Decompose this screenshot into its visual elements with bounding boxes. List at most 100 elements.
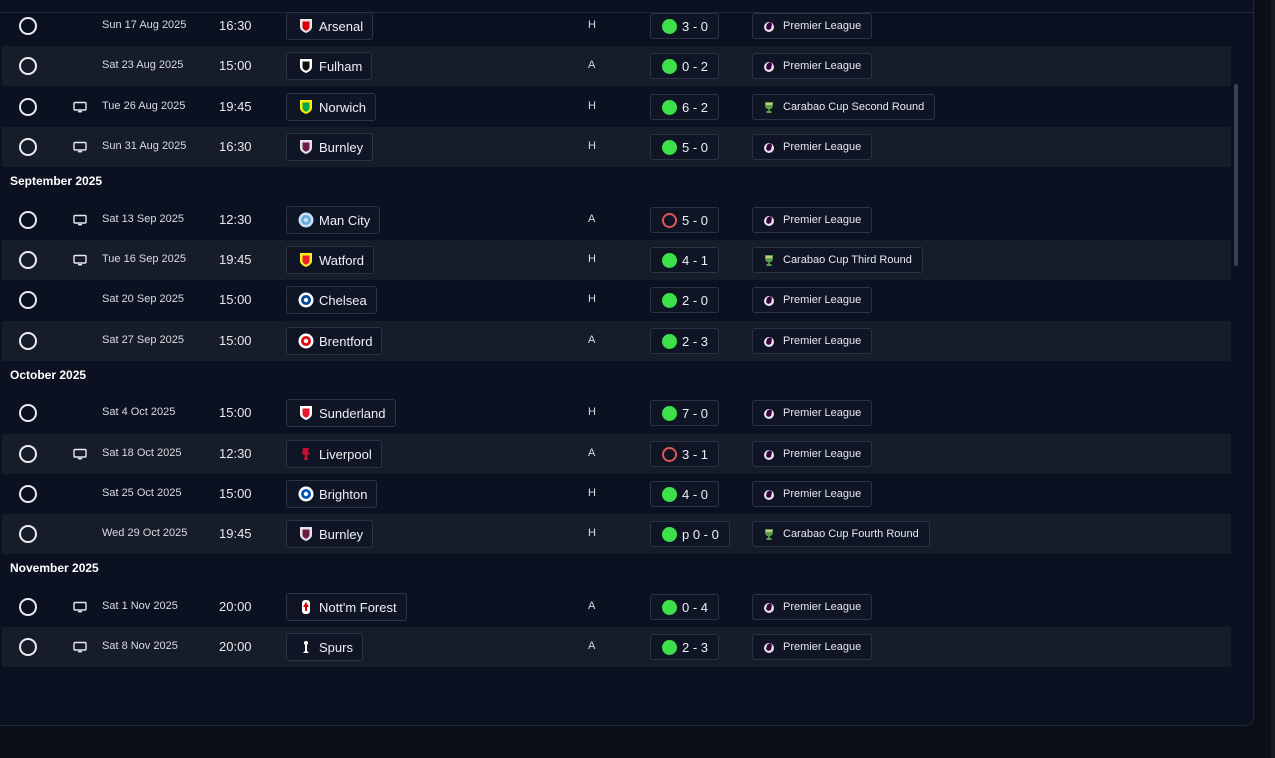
opponent-chip[interactable]: Spurs bbox=[286, 633, 363, 661]
venue-indicator: H bbox=[588, 487, 596, 499]
score-chip[interactable]: 4 - 0 bbox=[650, 481, 720, 507]
score-chip[interactable]: 5 - 0 bbox=[650, 134, 720, 160]
opponent-name: Liverpool bbox=[319, 446, 372, 462]
select-radio[interactable] bbox=[19, 485, 37, 503]
venue-indicator: A bbox=[588, 59, 596, 71]
kickoff-time: 15:00 bbox=[219, 333, 252, 348]
score-text: 3 - 0 bbox=[682, 18, 709, 34]
win-dot-icon bbox=[662, 526, 677, 542]
competition-chip[interactable]: Premier League bbox=[752, 441, 873, 467]
select-radio[interactable] bbox=[19, 98, 37, 116]
venue-indicator: H bbox=[588, 253, 596, 265]
fixture-row[interactable]: Sat 18 Oct 2025 12:30 Liverpool A 3 - 1 … bbox=[2, 434, 1231, 474]
score-chip[interactable]: 2 - 3 bbox=[650, 634, 720, 660]
score-chip[interactable]: 3 - 0 bbox=[650, 13, 720, 39]
fixture-row[interactable]: Sat 4 Oct 2025 15:00 Sunderland H 7 - 0 … bbox=[2, 393, 1231, 433]
fixture-row[interactable]: Sat 23 Aug 2025 15:00 Fulham A 0 - 2 Pre… bbox=[2, 46, 1231, 86]
select-radio[interactable] bbox=[19, 404, 37, 422]
competition-chip[interactable]: Premier League bbox=[752, 481, 873, 507]
competition-chip[interactable]: Premier League bbox=[752, 400, 873, 426]
competition-chip[interactable]: Premier League bbox=[752, 13, 873, 39]
fixture-row[interactable]: Sat 8 Nov 2025 20:00 Spurs A 2 - 3 Premi… bbox=[2, 627, 1231, 667]
select-radio[interactable] bbox=[19, 598, 37, 616]
fixture-row[interactable]: Tue 26 Aug 2025 19:45 Norwich H 6 - 2 Ca… bbox=[2, 87, 1231, 127]
competition-name: Premier League bbox=[783, 335, 862, 347]
venue-indicator: A bbox=[588, 334, 596, 346]
competition-chip[interactable]: Premier League bbox=[752, 207, 873, 233]
score-chip[interactable]: p 0 - 0 bbox=[650, 521, 730, 547]
competition-chip[interactable]: Premier League bbox=[752, 53, 873, 79]
fixture-row[interactable]: Sat 27 Sep 2025 15:00 Brentford A 2 - 3 … bbox=[2, 321, 1231, 361]
opponent-name: Man City bbox=[319, 212, 371, 228]
competition-chip[interactable]: Carabao Cup Second Round bbox=[752, 94, 936, 120]
venue-indicator: A bbox=[588, 600, 596, 612]
fixture-row[interactable]: Sun 31 Aug 2025 16:30 Burnley H 5 - 0 Pr… bbox=[2, 127, 1231, 167]
score-chip[interactable]: 7 - 0 bbox=[650, 400, 720, 426]
match-date: Sat 13 Sep 2025 bbox=[102, 213, 184, 225]
tv-icon bbox=[73, 641, 87, 653]
select-radio[interactable] bbox=[19, 332, 37, 350]
select-radio[interactable] bbox=[19, 638, 37, 656]
opponent-chip[interactable]: Watford bbox=[286, 246, 375, 274]
win-dot-icon bbox=[662, 639, 677, 655]
opponent-chip[interactable]: Brighton bbox=[286, 480, 378, 508]
competition-chip[interactable]: Premier League bbox=[752, 594, 873, 620]
fixture-row[interactable]: Sat 13 Sep 2025 12:30 Man City A 5 - 0 P… bbox=[2, 200, 1231, 240]
win-dot-icon bbox=[662, 405, 677, 421]
opponent-chip[interactable]: Liverpool bbox=[286, 440, 382, 468]
fixture-row[interactable]: Sat 1 Nov 2025 20:00 Nott'm Forest A 0 -… bbox=[2, 587, 1231, 627]
select-radio[interactable] bbox=[19, 291, 37, 309]
opponent-chip[interactable]: Burnley bbox=[286, 133, 374, 161]
select-radio[interactable] bbox=[19, 525, 37, 543]
opponent-chip[interactable]: Fulham bbox=[286, 52, 373, 80]
score-chip[interactable]: 5 - 0 bbox=[650, 207, 720, 233]
opponent-chip[interactable]: Arsenal bbox=[286, 12, 374, 40]
opponent-chip[interactable]: Sunderland bbox=[286, 399, 396, 427]
competition-chip[interactable]: Premier League bbox=[752, 328, 873, 354]
select-radio[interactable] bbox=[19, 251, 37, 269]
fixture-row[interactable]: Sat 25 Oct 2025 15:00 Brighton H 4 - 0 P… bbox=[2, 474, 1231, 514]
score-chip[interactable]: 3 - 1 bbox=[650, 441, 720, 467]
competition-chip[interactable]: Premier League bbox=[752, 134, 873, 160]
score-chip[interactable]: 0 - 4 bbox=[650, 594, 720, 620]
win-dot-icon bbox=[662, 599, 677, 615]
win-dot-icon bbox=[662, 333, 677, 349]
score-chip[interactable]: 6 - 2 bbox=[650, 94, 720, 120]
fixture-row[interactable]: Wed 29 Oct 2025 19:45 Burnley H p 0 - 0 … bbox=[2, 514, 1231, 554]
opponent-chip[interactable]: Norwich bbox=[286, 93, 376, 121]
select-radio[interactable] bbox=[19, 138, 37, 156]
select-radio[interactable] bbox=[19, 57, 37, 75]
competition-chip[interactable]: Carabao Cup Third Round bbox=[752, 247, 923, 273]
window-edge bbox=[1271, 0, 1275, 758]
fixture-row[interactable]: Tue 16 Sep 2025 19:45 Watford H 4 - 1 Ca… bbox=[2, 240, 1231, 280]
win-dot-icon bbox=[662, 58, 677, 74]
score-chip[interactable]: 4 - 1 bbox=[650, 247, 720, 273]
opponent-chip[interactable]: Nott'm Forest bbox=[286, 593, 407, 621]
scrollbar-thumb[interactable] bbox=[1234, 84, 1238, 266]
opponent-chip[interactable]: Brentford bbox=[286, 327, 383, 355]
competition-chip[interactable]: Carabao Cup Fourth Round bbox=[752, 521, 930, 547]
opponent-name: Nott'm Forest bbox=[319, 599, 397, 615]
competition-chip[interactable]: Premier League bbox=[752, 287, 873, 313]
score-chip[interactable]: 2 - 0 bbox=[650, 287, 720, 313]
fixture-row[interactable]: Sat 20 Sep 2025 15:00 Chelsea H 2 - 0 Pr… bbox=[2, 280, 1231, 320]
team-crest-icon bbox=[298, 405, 314, 421]
score-chip[interactable]: 0 - 2 bbox=[650, 53, 720, 79]
fixture-row[interactable]: Sun 17 Aug 2025 16:30 Arsenal H 3 - 0 Pr… bbox=[2, 6, 1231, 46]
score-text: 4 - 1 bbox=[682, 252, 709, 268]
select-radio[interactable] bbox=[19, 211, 37, 229]
opponent-chip[interactable]: Man City bbox=[286, 206, 381, 234]
team-crest-icon bbox=[298, 99, 314, 115]
select-radio[interactable] bbox=[19, 445, 37, 463]
select-radio[interactable] bbox=[19, 17, 37, 35]
score-text: 2 - 3 bbox=[682, 333, 709, 349]
tv-icon bbox=[73, 141, 87, 153]
competition-chip[interactable]: Premier League bbox=[752, 634, 873, 660]
kickoff-time: 19:45 bbox=[219, 526, 252, 541]
score-chip[interactable]: 2 - 3 bbox=[650, 328, 720, 354]
score-text: 7 - 0 bbox=[682, 405, 709, 421]
competition-name: Premier League bbox=[783, 641, 862, 653]
opponent-chip[interactable]: Burnley bbox=[286, 520, 374, 548]
venue-indicator: H bbox=[588, 19, 596, 31]
opponent-chip[interactable]: Chelsea bbox=[286, 286, 377, 314]
